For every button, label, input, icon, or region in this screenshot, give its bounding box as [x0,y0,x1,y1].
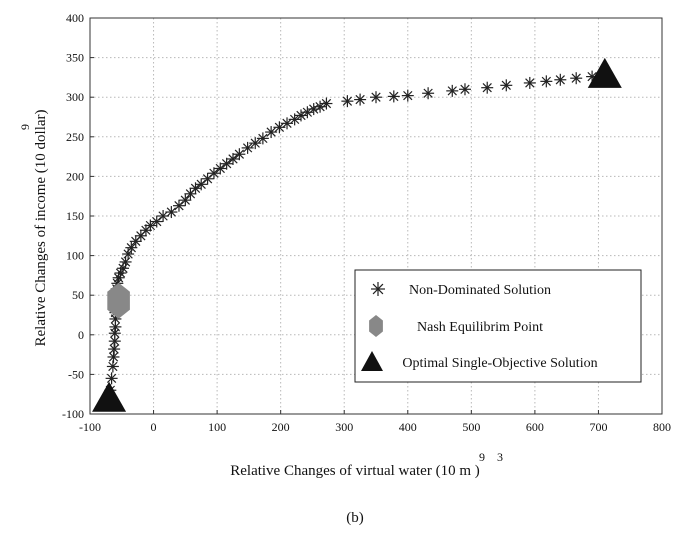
non-dominated-solution-point [220,157,233,170]
y-tick-label: 200 [66,169,84,183]
figure-caption: (b) [346,510,364,526]
non-dominated-solution-point [108,335,121,348]
non-dominated-solution-point [458,83,471,96]
non-dominated-solution-point [179,194,192,207]
y-tick-label: 0 [78,328,84,342]
x-axis-label: Relative Changes of virtual water (10 m … [230,463,480,479]
non-dominated-solution-point [446,84,459,97]
non-dominated-solution-point [500,79,513,92]
y-tick-label: 100 [66,249,84,263]
non-dominated-solution-point [207,167,220,180]
legend-marker-triangle [361,351,383,371]
y-tick-label: 50 [72,288,84,302]
non-dominated-solution-point [241,141,254,154]
legend-label-non-dominated: Non-Dominated Solution [409,283,551,298]
non-dominated-solution-point [107,350,120,363]
non-dominated-solution-point [125,241,138,254]
non-dominated-solution-point [301,106,314,119]
non-dominated-solution-point [370,91,382,104]
non-dominated-solution-point [540,75,553,88]
x-tick-label: 600 [526,420,544,434]
legend-label-optimal-solution: Optimal Single-Objective Solution [402,356,597,371]
non-dominated-solution-point [295,109,308,122]
legend-markers [361,282,385,371]
axis-tick-labels: -100 0 100 200 300 400 500 600 700 800 -100 -50 0 50 1… [62,11,671,434]
data-series [92,57,622,412]
non-dominated-solution-point [172,199,185,212]
x-tick-label: 500 [462,420,480,434]
non-dominated-solution-point [314,100,327,113]
non-dominated-solution-point [108,343,121,356]
y-tick-label: 150 [66,209,84,223]
non-dominated-solution-point [273,121,286,134]
non-dominated-solution-point [422,87,435,100]
non-dominated-solution-point [105,372,118,385]
non-dominated-solution-point [112,271,125,284]
nash-equilibrium-point [107,282,130,319]
x-tick-label: 300 [335,420,353,434]
y-tick-label: 350 [66,51,84,65]
legend-box [354,269,642,383]
non-dominated-solution-point [570,72,583,85]
x-tick-label: -100 [79,420,101,434]
y-tick-label: 250 [66,130,84,144]
y-axis-label-exponent: 9 [18,124,32,130]
x-tick-label: 100 [208,420,226,434]
legend-label-nash-point: Nash Equilibrim Point [417,320,543,335]
y-tick-label: 400 [66,11,84,25]
y-tick-label: -100 [62,407,84,421]
non-dominated-solution-point [256,132,269,145]
non-dominated-solution-point [227,152,239,165]
non-dominated-solution-point [106,360,119,373]
non-dominated-solution-point [119,255,132,268]
non-dominated-solution-point [354,93,367,106]
non-dominated-solution-point [481,81,494,94]
non-dominated-solution-point [554,73,567,86]
non-dominated-solution-point [401,89,414,102]
y-tick-label: 300 [66,90,84,104]
non-dominated-solution-point [165,206,178,219]
x-tick-label: 200 [272,420,290,434]
non-dominated-solution-point [265,126,278,139]
non-dominated-solution-point [387,90,400,103]
non-dominated-solution-point [144,219,157,232]
legend-marker-hexagon [369,315,383,337]
non-dominated-solution-point [249,137,262,150]
y-axis-label: Relative Changes of income (10 dollar) [33,109,49,346]
optimal-solution-point [587,57,622,88]
non-dominated-solution-point [523,76,536,89]
optimal-solution-point [92,381,127,412]
non-dominated-solution-point [108,327,121,340]
non-dominated-solution-point [341,95,354,108]
non-dominated-solution-point [122,248,135,261]
legend: Non-Dominated Solution Nash Equilibrim P… [354,269,642,383]
x-axis-label-exponent-1: 9 [479,450,485,464]
non-dominated-solution-point [214,162,227,175]
non-dominated-solution-point [320,97,333,110]
x-tick-label: 700 [589,420,607,434]
non-dominated-solution-point [233,148,246,161]
legend-marker-asterisk [371,282,385,296]
y-tick-label: -50 [68,367,84,381]
non-dominated-solution-point [288,113,301,126]
x-axis-label-exponent-2: 3 [497,450,503,464]
x-tick-label: 400 [399,420,417,434]
x-tick-label: 800 [653,420,671,434]
x-tick-label: 0 [151,420,157,434]
